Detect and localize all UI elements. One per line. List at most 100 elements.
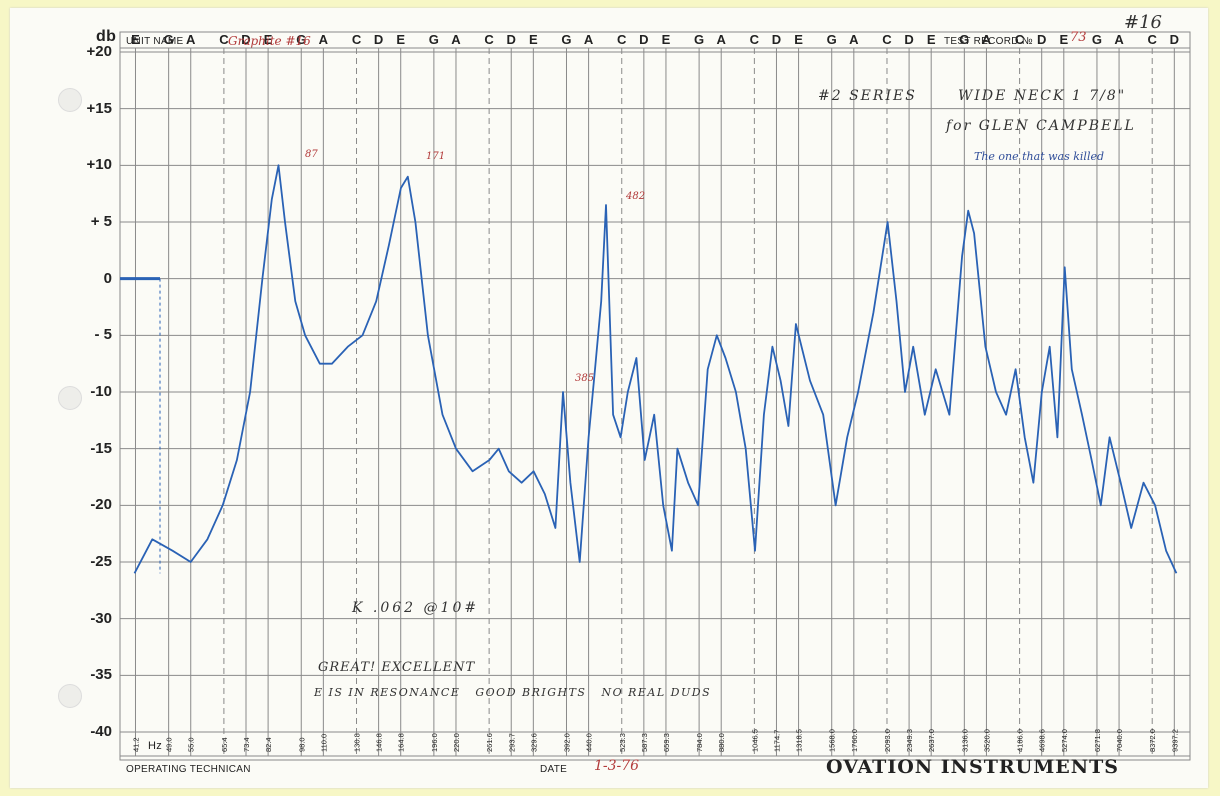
- note-label: C: [484, 32, 494, 47]
- note-label: G: [1092, 32, 1102, 47]
- note-label: C: [882, 32, 892, 47]
- x-tick-label: 4698.6: [1038, 729, 1047, 752]
- x-tick-label: 9397.2: [1170, 729, 1179, 752]
- x-tick-label: 1760.0: [850, 729, 859, 752]
- operating-technician-label: OPERATING TECHNICAN: [126, 764, 251, 775]
- note-label: A: [584, 32, 594, 47]
- note-label: G: [429, 32, 439, 47]
- note-for: for GLEN CAMPBELL: [946, 118, 1136, 134]
- peak-label-385: 385: [575, 373, 595, 384]
- note-label: E: [264, 32, 273, 47]
- note-label: A: [451, 32, 461, 47]
- note-label: A: [319, 32, 329, 47]
- x-tick-label: 1174.7: [772, 730, 781, 752]
- x-tick-label: 7040.0: [1115, 729, 1124, 752]
- note-label: G: [164, 32, 174, 47]
- y-tick-label: - 5: [94, 326, 112, 344]
- note-label: D: [772, 32, 781, 47]
- unit-name-value: Graphite #16: [228, 34, 311, 48]
- test-record-value: 73: [1070, 30, 1087, 45]
- chart-frame: [119, 31, 1191, 761]
- note-label: E: [927, 32, 936, 47]
- note-label: C: [1015, 32, 1025, 47]
- x-tick-label: 659.3: [662, 733, 671, 752]
- binder-hole: [58, 386, 82, 410]
- x-tick-label: 146.8: [375, 733, 384, 752]
- corner-note: #16: [1124, 12, 1162, 33]
- x-tick-label: 55.0: [187, 737, 196, 752]
- note-label: C: [219, 32, 229, 47]
- note-label: G: [959, 32, 969, 47]
- y-tick-label: 0: [103, 269, 112, 287]
- note-label: A: [982, 32, 992, 47]
- note-label: C: [750, 32, 760, 47]
- note-label: C: [1148, 32, 1158, 47]
- note-label: A: [717, 32, 727, 47]
- note-label: C: [617, 32, 627, 47]
- note-label: G: [827, 32, 837, 47]
- x-tick-label: 3136.0: [960, 729, 969, 752]
- y-tick-label: -15: [90, 439, 112, 457]
- x-tick-label: 1318.5: [795, 729, 804, 752]
- x-tick-label: 261.6: [485, 733, 494, 752]
- y-tick-label: +15: [86, 99, 112, 117]
- y-tick-label: +20: [86, 43, 112, 60]
- trace-layer: [120, 164, 1178, 574]
- note-label: D: [374, 32, 383, 47]
- x-tick-label: 110.0: [319, 734, 328, 752]
- note-label: E: [794, 32, 803, 47]
- peak-label-482: 482: [626, 191, 646, 202]
- x-tick-label: 164.8: [397, 733, 406, 752]
- y-tick-label: -40: [90, 723, 112, 740]
- note-series: #2 SERIES: [818, 88, 917, 104]
- x-tick-labels: 41.2 49.0 55.0 65.4 73.4 82.4 98.0 110.0 130.8 14…: [131, 729, 1179, 752]
- y-tick-label: -20: [90, 496, 112, 514]
- note-label: E: [529, 32, 538, 47]
- note-stolen: The one that was killed: [974, 150, 1105, 163]
- response-trace: [133, 164, 1178, 574]
- peak-label-171: 171: [426, 151, 446, 162]
- note-label: D: [904, 32, 913, 47]
- x-tick-label: 65.4: [220, 737, 229, 752]
- y-tick-label: -10: [90, 383, 112, 400]
- x-tick-label: 4186.0: [1016, 729, 1025, 752]
- test-record-label: TEST RECORD №: [944, 36, 1033, 47]
- x-tick-label: 1568.0: [828, 729, 837, 752]
- x-tick-label: 784.0: [695, 733, 704, 752]
- date-value: 1-3-76: [594, 758, 640, 774]
- x-tick-label: 73.4: [242, 737, 251, 752]
- x-tick-label: 329.6: [529, 733, 538, 752]
- x-tick-label: 8372.0: [1148, 729, 1157, 752]
- y-tick-label: -35: [90, 666, 112, 684]
- note-label: D: [241, 32, 250, 47]
- record-sheet: [10, 8, 1208, 788]
- x-tick-label: 3520.0: [982, 729, 991, 752]
- note-label: G: [296, 32, 306, 47]
- note-label: G: [561, 32, 571, 47]
- note-resonance: E IS IN RESONANCE GOOD BRIGHTS NO REAL D…: [314, 686, 712, 699]
- x-tick-label: 440.0: [585, 733, 594, 752]
- unit-name-label: UNIT NAME: [126, 36, 184, 47]
- grid: [119, 31, 1191, 761]
- note-label: D: [639, 32, 648, 47]
- x-tick-label: 5274.0: [1060, 729, 1069, 752]
- db-unit-label: db: [96, 28, 117, 45]
- x-tick-label: 196.0: [430, 733, 439, 752]
- note-label: E: [662, 32, 671, 47]
- x-tick-label: 587.3: [640, 733, 649, 752]
- binder-hole: [58, 684, 82, 708]
- note-label: A: [1114, 32, 1124, 47]
- y-tick-label: -25: [90, 553, 112, 570]
- note-neck: WIDE NECK 1 7/8": [958, 88, 1127, 104]
- note-label: D: [507, 32, 516, 47]
- y-tick-label: -30: [90, 609, 112, 627]
- date-label: DATE: [540, 764, 568, 775]
- y-tick-label: +10: [86, 156, 112, 174]
- note-label: C: [352, 32, 362, 47]
- x-tick-label: 2637.0: [927, 729, 936, 752]
- x-tick-label: 880.0: [717, 733, 726, 752]
- note-label: G: [694, 32, 704, 47]
- x-tick-label: 293.7: [507, 733, 516, 752]
- note-k-value: K .062 @10#: [352, 600, 480, 616]
